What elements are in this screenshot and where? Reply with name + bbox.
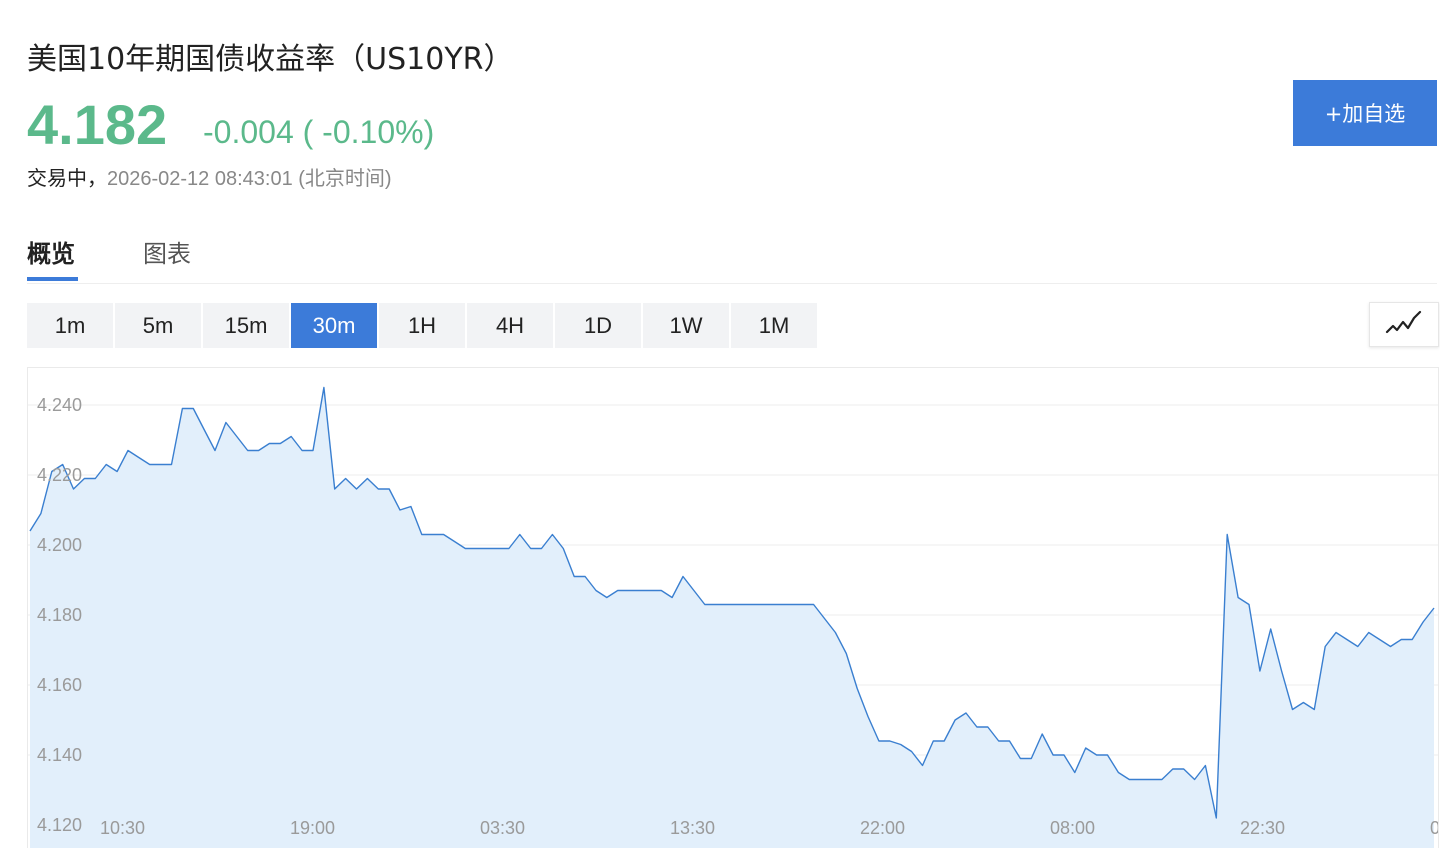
status-timestamp: 2026-02-12 08:43:01 (北京时间) bbox=[107, 168, 392, 190]
period-selector: 1m 5m 15m 30m 1H 4H 1D 1W 1M bbox=[27, 303, 819, 348]
period-1m[interactable]: 1m bbox=[27, 303, 113, 348]
trading-status: 交易中，2026-02-12 08:43:01 (北京时间) bbox=[27, 162, 392, 191]
period-1d[interactable]: 1D bbox=[555, 303, 641, 348]
y-tick-label: 4.220 bbox=[37, 465, 82, 485]
line-chart-icon bbox=[1385, 310, 1423, 340]
period-1mo[interactable]: 1M bbox=[731, 303, 817, 348]
y-tick-label: 4.120 bbox=[37, 815, 82, 835]
period-15m[interactable]: 15m bbox=[203, 303, 289, 348]
tab-chart[interactable]: 图表 bbox=[143, 240, 191, 268]
y-tick-label: 4.240 bbox=[37, 395, 82, 415]
add-watchlist-button[interactable]: +加自选 bbox=[1293, 80, 1437, 146]
status-label: 交易中， bbox=[27, 166, 107, 190]
y-tick-label: 4.140 bbox=[37, 745, 82, 765]
y-tick-label: 4.180 bbox=[37, 605, 82, 625]
x-tick-label: 08:30 bbox=[1430, 818, 1439, 838]
price-chart[interactable]: 4.240 4.220 4.200 4.180 4.160 4.140 4.120 10:30… bbox=[27, 367, 1439, 848]
chart-type-button[interactable] bbox=[1369, 302, 1439, 347]
period-4h[interactable]: 4H bbox=[467, 303, 553, 348]
period-5m[interactable]: 5m bbox=[115, 303, 201, 348]
x-tick-label: 19:00 bbox=[290, 818, 335, 838]
y-tick-label: 4.160 bbox=[37, 675, 82, 695]
y-tick-label: 4.200 bbox=[37, 535, 82, 555]
x-tick-label: 22:00 bbox=[860, 818, 905, 838]
chart-canvas: 4.240 4.220 4.200 4.180 4.160 4.140 4.120 10:30… bbox=[28, 386, 1439, 848]
period-30m[interactable]: 30m bbox=[291, 303, 377, 348]
price-area-fill bbox=[30, 387, 1434, 848]
price-line bbox=[29, 386, 1435, 819]
period-1h[interactable]: 1H bbox=[379, 303, 465, 348]
tab-bar: 概览 图表 bbox=[27, 226, 1437, 284]
period-1w[interactable]: 1W bbox=[643, 303, 729, 348]
page-title: 美国10年期国债收益率（US10YR） bbox=[27, 42, 514, 77]
tab-overview[interactable]: 概览 bbox=[27, 240, 75, 268]
x-tick-label: 13:30 bbox=[670, 818, 715, 838]
last-price: 4.182 bbox=[27, 93, 168, 156]
active-tab-indicator bbox=[27, 277, 78, 281]
x-tick-label: 22:30 bbox=[1240, 818, 1285, 838]
price-change: -0.004 ( -0.10%) bbox=[203, 114, 435, 150]
x-tick-label: 10:30 bbox=[100, 818, 145, 838]
x-tick-label: 03:30 bbox=[480, 818, 525, 838]
x-tick-label: 08:00 bbox=[1050, 818, 1095, 838]
